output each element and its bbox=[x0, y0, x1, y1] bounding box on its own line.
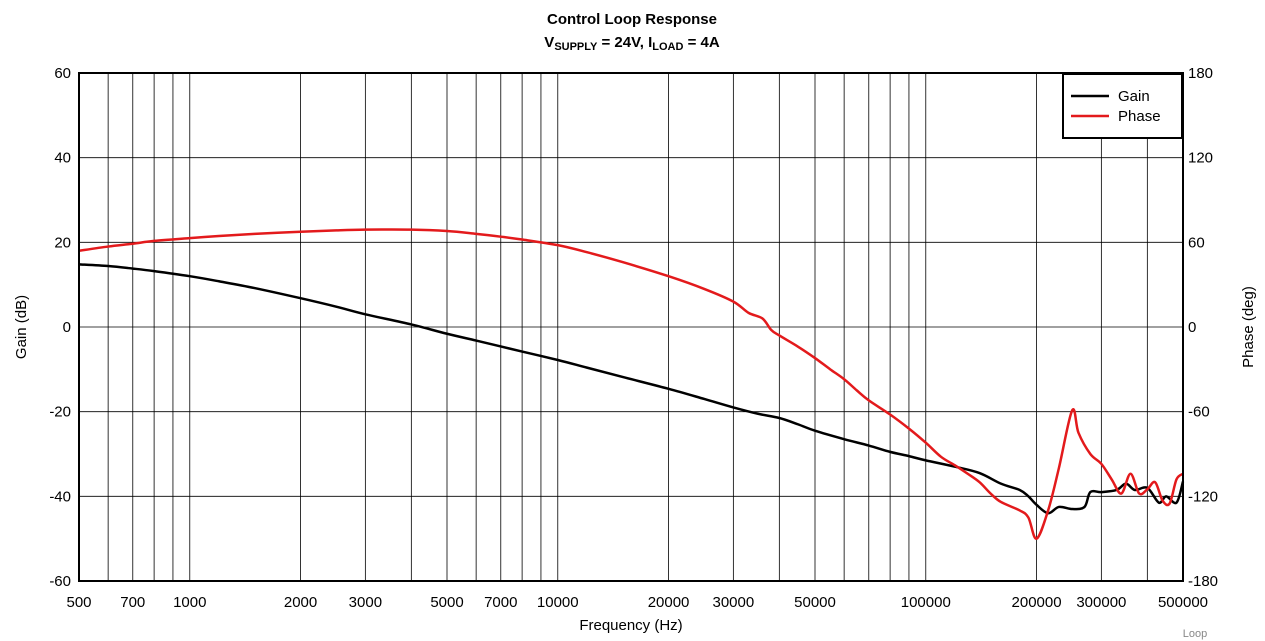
series-line-gain bbox=[78, 263, 1185, 515]
legend-box bbox=[1062, 73, 1183, 139]
x-axis-ticks: 500 700 1000 2000 3000 5000 7000 10000 20000 3000… bbox=[66, 594, 1208, 611]
y2-tick-label: 60 bbox=[1188, 234, 1205, 251]
y-tick-label: 20 bbox=[54, 234, 71, 251]
x-tick-label: 10000 bbox=[537, 594, 579, 611]
watermark-text: Loop bbox=[1183, 628, 1207, 640]
y-tick-label: -40 bbox=[49, 488, 71, 505]
grid-lines bbox=[79, 73, 1183, 581]
x-tick-label: 20000 bbox=[648, 594, 690, 611]
y-tick-label: 40 bbox=[54, 150, 71, 167]
y-tick-label: -20 bbox=[49, 404, 71, 421]
x-tick-label: 5000 bbox=[430, 594, 463, 611]
legend: Gain Phase bbox=[1062, 73, 1183, 139]
y2-tick-label: -180 bbox=[1188, 573, 1218, 590]
x-tick-label: 700 bbox=[120, 594, 145, 611]
x-tick-label: 3000 bbox=[349, 594, 382, 611]
y2-tick-label: 120 bbox=[1188, 150, 1213, 167]
x-tick-label: 200000 bbox=[1012, 594, 1062, 611]
legend-phase-label: Phase bbox=[1118, 108, 1161, 125]
y-axis-label: Gain (dB) bbox=[13, 295, 30, 359]
x-tick-label: 100000 bbox=[901, 594, 951, 611]
x-tick-label: 1000 bbox=[173, 594, 206, 611]
y-tick-label: -60 bbox=[49, 573, 71, 590]
y2-axis-ticks: 180 120 60 0 -60 -120 -180 bbox=[1188, 65, 1218, 590]
x-tick-label: 500 bbox=[66, 594, 91, 611]
chart-subtitle: VSUPPLY = 24V, ILOAD = 4A bbox=[544, 34, 720, 53]
series-lines bbox=[78, 228, 1185, 540]
plot-frame bbox=[78, 72, 1184, 582]
y2-tick-label: 0 bbox=[1188, 319, 1196, 336]
y2-axis-label: Phase (deg) bbox=[1240, 286, 1257, 368]
legend-gain-label: Gain bbox=[1118, 88, 1150, 105]
y-tick-label: 60 bbox=[54, 65, 71, 82]
y2-tick-label: -60 bbox=[1188, 404, 1210, 421]
x-axis-label: Frequency (Hz) bbox=[579, 617, 682, 634]
x-tick-label: 30000 bbox=[713, 594, 755, 611]
y-tick-label: 0 bbox=[63, 319, 71, 336]
chart-title: Control Loop Response bbox=[547, 11, 717, 28]
y2-tick-label: 180 bbox=[1188, 65, 1213, 82]
x-tick-label: 300000 bbox=[1076, 594, 1126, 611]
x-tick-label: 500000 bbox=[1158, 594, 1208, 611]
y-axis-ticks: 60 40 20 0 -20 -40 -60 bbox=[49, 65, 71, 590]
x-tick-label: 7000 bbox=[484, 594, 517, 611]
x-tick-label: 2000 bbox=[284, 594, 317, 611]
y2-tick-label: -120 bbox=[1188, 488, 1218, 505]
x-tick-label: 50000 bbox=[794, 594, 836, 611]
series-line-phase bbox=[78, 228, 1184, 540]
